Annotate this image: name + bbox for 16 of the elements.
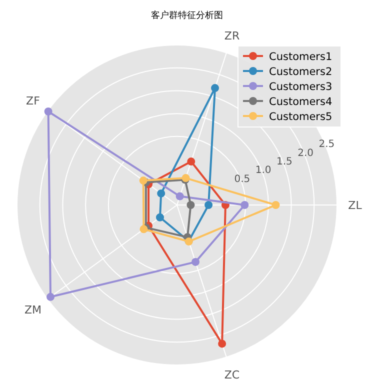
- legend-label: Customers5: [269, 111, 332, 123]
- spoke-label: ZM: [24, 304, 42, 317]
- legend-label: Customers4: [269, 96, 332, 108]
- spoke-label: ZL: [348, 199, 363, 212]
- legend-label: Customers2: [269, 66, 332, 78]
- y-tick-label: 2.5: [318, 139, 335, 150]
- chart-title: 客户群特征分析图: [151, 10, 223, 21]
- spoke-label: ZR: [224, 30, 240, 43]
- y-tick-label: 2.0: [298, 148, 314, 159]
- y-tick-label: 0.5: [234, 174, 250, 185]
- legend-label: Customers3: [269, 81, 332, 93]
- y-tick-label: 1.5: [276, 156, 292, 168]
- legend-label: Customers1: [269, 51, 332, 63]
- spoke-label: ZF: [26, 94, 40, 108]
- spoke-label: ZC: [224, 368, 240, 382]
- y-tick-label: 1.0: [255, 165, 272, 176]
